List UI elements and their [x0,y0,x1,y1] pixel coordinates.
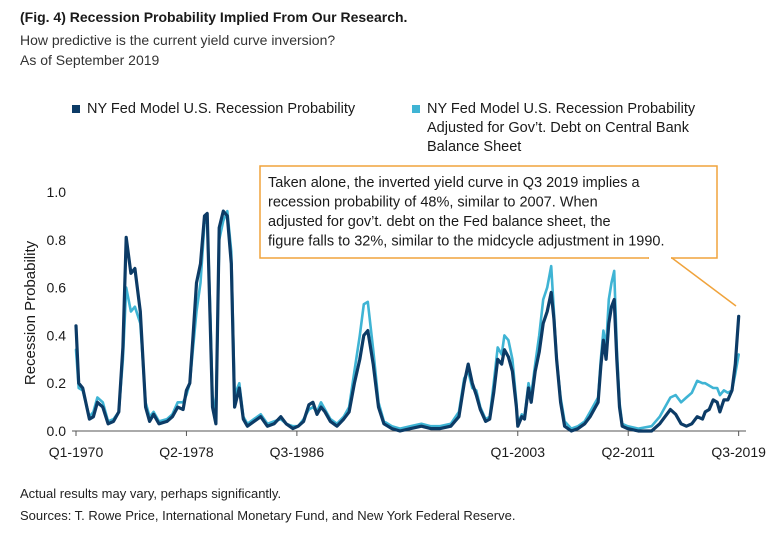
y-tick-label: 0.6 [47,280,67,296]
annotation-callout: Taken alone, the inverted yield curve in… [259,165,737,307]
series-line-model [74,209,741,433]
footnote-disclaimer: Actual results may vary, perhaps signifi… [20,486,282,501]
chart-subtitle: How predictive is the current yield curv… [20,32,336,48]
x-tick-label: Q3-2019 [711,444,766,460]
x-tick-label: Q1-1970 [49,444,104,460]
footnote-sources: Sources: T. Rowe Price, International Mo… [20,508,516,523]
annotation-line: figure falls to 32%, similar to the midc… [268,234,665,250]
legend-item-adjusted: NY Fed Model U.S. Recession Probability … [412,100,742,157]
y-tick-label: 0.2 [47,375,67,391]
chart-title: (Fig. 4) Recession Probability Implied F… [20,9,408,25]
y-tick-label: 0.0 [47,423,67,439]
x-tick-label: Q1-2003 [491,444,546,460]
annotation-box [259,165,718,259]
y-axis-label: Recession Probability [22,240,39,385]
y-tick-label: 1.0 [47,184,67,200]
annotation-line: recession probability of 48%, similar to… [268,195,598,211]
x-tick-label: Q2-2011 [601,444,655,460]
annotation-line: adjusted for gov’t. debt on the Fed bala… [268,214,611,230]
x-tick-label: Q2-1978 [159,444,214,460]
as-of-date: As of September 2019 [20,52,160,68]
legend-swatch-light [412,105,420,113]
legend-label-adjusted: NY Fed Model U.S. Recession Probability … [427,101,696,155]
plot-area [74,209,741,433]
annotation-pointer [648,257,737,307]
x-tick-label: Q3-1986 [270,444,325,460]
legend-item-model: NY Fed Model U.S. Recession Probability [72,100,402,119]
legend-swatch-dark [72,105,80,113]
y-tick-label: 0.8 [47,232,67,248]
legend-label-model: NY Fed Model U.S. Recession Probability [87,101,356,117]
annotation-line: Taken alone, the inverted yield curve in… [268,175,641,191]
x-axis: Q1-1970 Q2-1978 Q3-1986 Q1-2003 Q2-2011 Q3-20… [49,431,766,460]
y-tick-label: 0.4 [47,327,67,343]
